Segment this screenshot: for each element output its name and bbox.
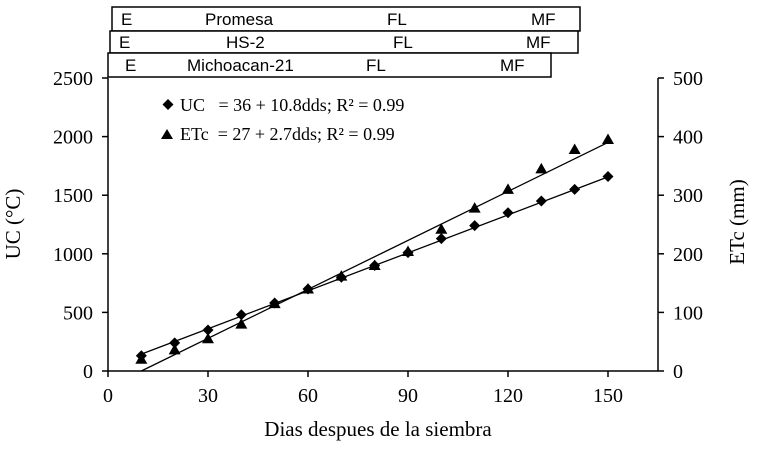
legend-entry-etc: ETc = 27 + 2.7dds; R² = 0.99 — [161, 124, 395, 144]
y2-tick-label: 100 — [673, 302, 703, 324]
phenology-bars: E Promesa FL MF E HS-2 FL MF E Michoacan… — [107, 6, 581, 78]
etc-point — [602, 133, 614, 145]
etc-point — [368, 259, 381, 271]
phenology-bar-frame — [107, 52, 552, 78]
uc-point — [469, 220, 481, 232]
y-axis-label: UC (°C) — [1, 189, 25, 260]
y2-tick-label: 500 — [673, 68, 703, 90]
y-tick-label: 2000 — [53, 127, 93, 149]
uc-point — [602, 170, 614, 182]
fit-lines — [141, 141, 609, 372]
x-tick-label: 0 — [103, 385, 113, 407]
y-ticks-right: 0 100 200 300 400 500 — [658, 68, 703, 383]
cultivar-name: Michoacan-21 — [187, 56, 294, 75]
uc-point — [235, 309, 247, 321]
y-tick-label: 500 — [63, 302, 93, 324]
etc-point — [435, 223, 448, 234]
uc-point — [535, 195, 547, 207]
uc-point — [435, 233, 447, 245]
etc-point — [468, 202, 481, 213]
phenology-bar-frame — [111, 6, 581, 32]
etc-point — [202, 332, 214, 344]
x-axis-label: Dias despues de la siembra — [264, 417, 492, 441]
legend-label-etc: ETc = 27 + 2.7dds; R² = 0.99 — [180, 124, 395, 144]
stage-fl: FL — [387, 10, 407, 29]
diamond-marker-icon — [162, 99, 174, 110]
etc-point — [568, 143, 581, 154]
y-ticks-left: 0 500 1000 1500 2000 2500 — [53, 68, 108, 383]
x-tick-label: 120 — [493, 385, 523, 407]
y2-tick-label: 200 — [673, 244, 703, 266]
y2-tick-label: 300 — [673, 185, 703, 207]
cultivar-name: HS-2 — [226, 33, 265, 52]
stage-mf: MF — [526, 33, 551, 52]
etc-point — [402, 245, 414, 256]
uc-point — [502, 207, 514, 219]
data-points — [135, 133, 614, 364]
legend-entry-uc: UC = 36 + 10.8dds; R² = 0.99 — [162, 95, 404, 115]
uc-point — [169, 337, 181, 349]
x-ticks: 0 30 60 90 120 150 — [103, 371, 623, 407]
phenology-bar-michoacan21: E Michoacan-21 FL MF — [107, 52, 552, 78]
etc-point — [235, 318, 248, 329]
uc-point — [202, 324, 214, 336]
etc-point — [168, 343, 181, 355]
cultivar-name: Promesa — [205, 10, 274, 29]
y2-axis-label: ETc (mm) — [725, 179, 749, 264]
x-tick-label: 90 — [398, 385, 418, 407]
etc-point — [302, 282, 314, 294]
x-tick-label: 150 — [593, 385, 623, 407]
legend: UC = 36 + 10.8dds; R² = 0.99 ETc = 27 + … — [161, 95, 404, 144]
uc-point — [569, 183, 581, 195]
etc-point — [135, 353, 148, 364]
y-tick-label: 2500 — [53, 68, 93, 90]
phenology-bar-hs2: E HS-2 FL MF — [109, 30, 579, 54]
etc-point — [335, 270, 348, 281]
phenology-bar-frame — [109, 30, 579, 54]
stage-mf: MF — [531, 10, 556, 29]
etc-point — [535, 162, 548, 174]
y2-tick-label: 400 — [673, 127, 703, 149]
etc-point — [502, 183, 514, 194]
stage-fl: FL — [366, 56, 386, 75]
stage-e: E — [119, 33, 130, 52]
stage-mf: MF — [500, 56, 525, 75]
y-tick-label: 1000 — [53, 244, 93, 266]
fit-line-etc — [141, 141, 609, 372]
x-tick-label: 30 — [198, 385, 218, 407]
stage-fl: FL — [393, 33, 413, 52]
y-tick-label: 0 — [83, 361, 93, 383]
phenology-bar-promesa: E Promesa FL MF — [111, 6, 581, 32]
stage-e: E — [121, 10, 132, 29]
stage-e: E — [125, 56, 136, 75]
legend-label-uc: UC = 36 + 10.8dds; R² = 0.99 — [180, 95, 404, 115]
y2-tick-label: 0 — [673, 361, 683, 383]
etc-point — [268, 297, 281, 309]
triangle-marker-icon — [161, 129, 173, 139]
y-tick-label: 1500 — [53, 185, 93, 207]
x-tick-label: 60 — [298, 385, 318, 407]
